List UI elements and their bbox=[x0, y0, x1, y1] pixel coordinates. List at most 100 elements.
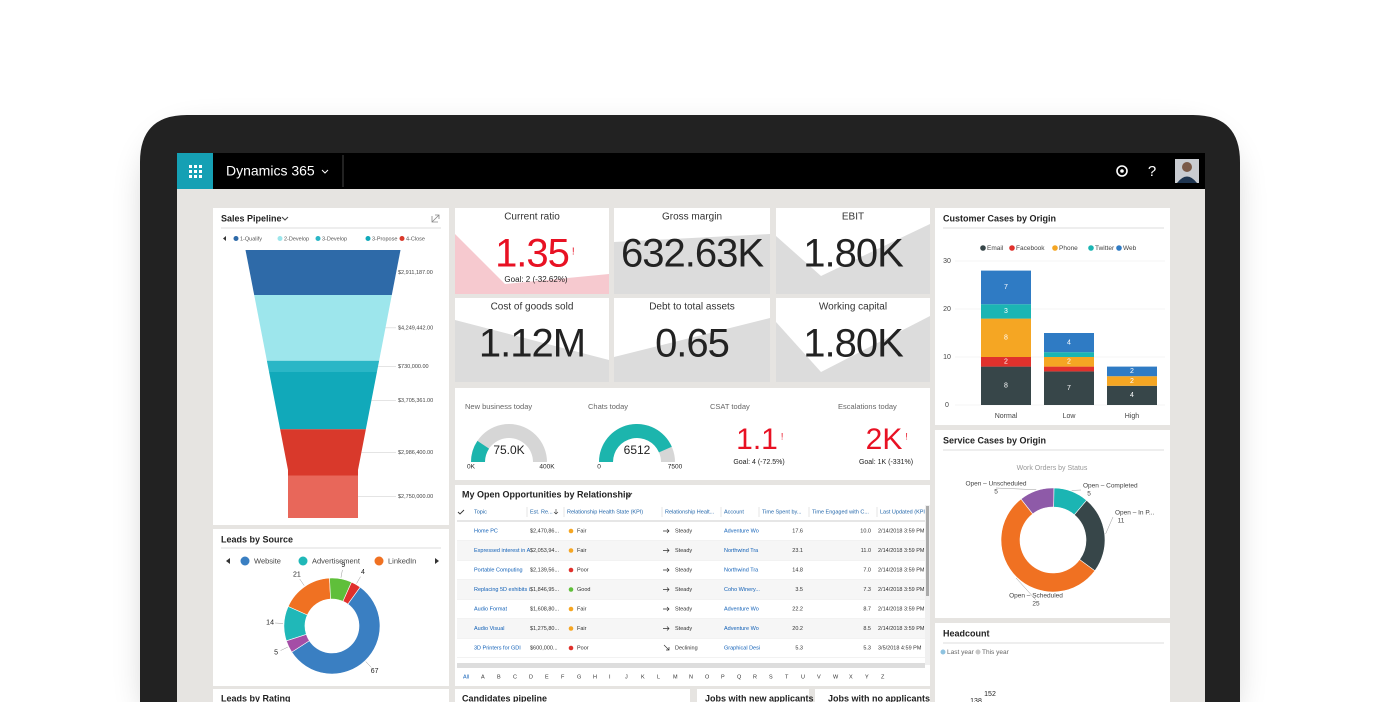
legend-marker bbox=[1088, 245, 1094, 251]
index-filter[interactable]: D bbox=[529, 674, 533, 680]
slice-value: 5 bbox=[1087, 491, 1091, 498]
scorecard-goal: Goal: 1K (-331%) bbox=[859, 459, 913, 466]
slice-leader bbox=[340, 569, 343, 578]
bar-segment bbox=[1044, 333, 1094, 353]
table-cell: Steady bbox=[675, 606, 692, 612]
legend-marker bbox=[975, 649, 981, 655]
trend-icon bbox=[663, 528, 670, 534]
legend-label: Last year bbox=[947, 649, 975, 656]
bar-segment bbox=[981, 318, 1031, 357]
launcher-dots bbox=[189, 165, 202, 178]
chart-subtitle: Work Orders by Status bbox=[1017, 465, 1088, 472]
index-filter[interactable]: J bbox=[625, 674, 628, 680]
index-filter[interactable]: H bbox=[593, 674, 597, 680]
legend-label: Website bbox=[254, 556, 281, 565]
scorecard-goal: Goal: 4 (-72.5%) bbox=[733, 459, 784, 466]
index-filter[interactable]: C bbox=[513, 674, 517, 680]
legend-marker bbox=[1052, 245, 1058, 251]
table-cell: $1,608,80... bbox=[530, 606, 560, 612]
user-avatar[interactable] bbox=[1175, 159, 1199, 183]
legend-marker bbox=[240, 556, 250, 566]
index-filter[interactable]: I bbox=[609, 674, 611, 680]
index-filter[interactable]: Y bbox=[865, 674, 869, 680]
trend-icon bbox=[663, 644, 670, 651]
index-filter[interactable]: W bbox=[833, 674, 839, 680]
kpi-value: 632.63K bbox=[621, 232, 764, 276]
slice-leader bbox=[1015, 577, 1037, 601]
help-icon[interactable]: ? bbox=[1148, 163, 1156, 180]
index-filter[interactable]: U bbox=[801, 674, 805, 680]
app-menu-chevron[interactable] bbox=[321, 169, 329, 174]
index-filter[interactable]: E bbox=[545, 674, 549, 680]
index-filter[interactable]: G bbox=[577, 674, 581, 680]
legend-label: Web bbox=[1123, 245, 1137, 252]
segment-label: 4 bbox=[1067, 339, 1071, 346]
segment-label: 3 bbox=[1004, 308, 1008, 315]
index-filter[interactable]: A bbox=[481, 674, 485, 680]
donut-slice bbox=[291, 586, 381, 675]
funnel-value-label: $3,705,361.00 bbox=[398, 398, 433, 404]
table-cell: $2,470,86... bbox=[530, 528, 560, 534]
index-filter[interactable]: X bbox=[849, 674, 853, 680]
panel bbox=[213, 689, 449, 702]
legend-marker bbox=[374, 556, 384, 566]
trend-icon bbox=[663, 548, 670, 553]
index-filter[interactable]: F bbox=[561, 674, 565, 680]
index-filter[interactable]: L bbox=[657, 674, 660, 680]
app-name[interactable]: Dynamics 365 bbox=[226, 163, 315, 179]
index-filter[interactable]: Q bbox=[737, 674, 742, 680]
bar-segment bbox=[1107, 385, 1157, 405]
y-tick-label: 10 bbox=[943, 354, 951, 361]
scorecard-title: CSAT today bbox=[710, 402, 750, 411]
index-filter[interactable]: All bbox=[463, 674, 469, 680]
index-filter[interactable]: Z bbox=[881, 674, 885, 680]
segment-label: 2 bbox=[1130, 378, 1134, 385]
kpi-value: 1.12M bbox=[479, 322, 585, 366]
slice-name: Open – Unscheduled bbox=[965, 481, 1026, 488]
table-cell: Portable Computing bbox=[474, 567, 523, 573]
index-filter[interactable]: B bbox=[497, 674, 501, 680]
legend-prev bbox=[226, 558, 230, 564]
index-filter[interactable]: S bbox=[769, 674, 773, 680]
slice-label: 14 bbox=[266, 620, 274, 627]
table-cell: Steady bbox=[675, 548, 692, 554]
table-cell: $2,053,94... bbox=[530, 548, 560, 554]
table-cell: 2/14/2018 3:59 PM bbox=[878, 606, 925, 612]
table-cell: 20.2 bbox=[792, 626, 803, 632]
index-filter[interactable]: K bbox=[641, 674, 645, 680]
table-cell: Adventure Wo bbox=[724, 626, 759, 632]
segment-label: 2 bbox=[1004, 359, 1008, 366]
segment-label: 7 bbox=[1067, 385, 1071, 392]
index-filter[interactable]: P bbox=[721, 674, 725, 680]
slice-name: Open – In P... bbox=[1115, 510, 1154, 517]
index-filter[interactable]: R bbox=[753, 674, 757, 680]
column-header: Relationship Healt... bbox=[665, 509, 715, 515]
index-filter[interactable]: O bbox=[705, 674, 710, 680]
legend-marker bbox=[940, 649, 946, 655]
panel-title: Jobs with new applicants bbox=[705, 693, 814, 702]
table-cell: Audio Format bbox=[474, 606, 507, 612]
funnel-stage bbox=[269, 372, 377, 430]
table-cell: 7.3 bbox=[863, 587, 871, 593]
data-label: 138 bbox=[970, 698, 982, 702]
index-filter[interactable]: M bbox=[673, 674, 678, 680]
legend-marker bbox=[315, 236, 321, 241]
index-filter[interactable]: N bbox=[689, 674, 693, 680]
legend-marker bbox=[233, 236, 239, 241]
table-cell: 2/14/2018 3:59 PM bbox=[878, 626, 925, 632]
funnel-stage bbox=[266, 360, 380, 373]
index-filter[interactable]: V bbox=[817, 674, 821, 680]
gauge-value-label: 75.0K bbox=[493, 443, 524, 457]
scorecard-title: Escalations today bbox=[838, 402, 897, 411]
index-filter[interactable]: T bbox=[785, 674, 789, 680]
segment-label: 2 bbox=[1130, 368, 1134, 375]
slice-label: 9 bbox=[341, 562, 345, 569]
trend-icon bbox=[663, 587, 670, 592]
legend-label: Phone bbox=[1059, 245, 1078, 252]
app-launcher[interactable] bbox=[177, 153, 213, 189]
legend-marker bbox=[980, 245, 986, 251]
panel-title: My Open Opportunities by Relationship bbox=[462, 489, 632, 499]
settings-icon[interactable] bbox=[1116, 165, 1128, 177]
table-cell: 7.0 bbox=[863, 567, 871, 573]
trend-icon bbox=[663, 626, 670, 631]
